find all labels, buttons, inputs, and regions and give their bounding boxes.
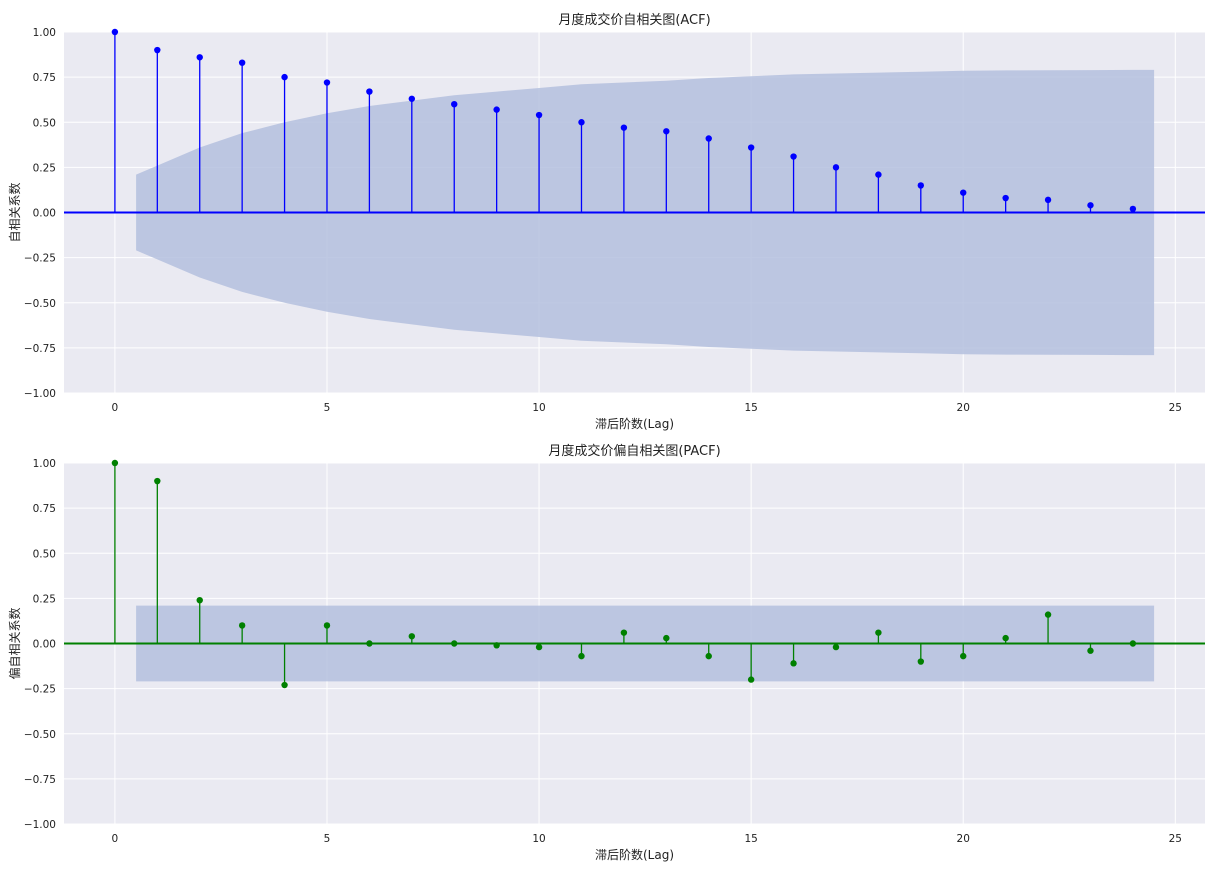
pacf-marker xyxy=(408,633,416,640)
pacf-marker xyxy=(705,652,712,660)
acf-marker xyxy=(663,128,670,135)
pacf-marker xyxy=(1044,611,1052,618)
acf-y-tick-label: −0.75 xyxy=(24,343,56,355)
acf-marker xyxy=(451,101,458,108)
pacf-marker xyxy=(196,596,203,604)
pacf-y-tick-label: 1.00 xyxy=(33,458,56,470)
acf-marker xyxy=(578,119,585,126)
pacf-marker xyxy=(535,643,543,651)
pacf-y-tick-label: −0.25 xyxy=(24,684,56,696)
acf-marker xyxy=(705,135,712,142)
acf-marker xyxy=(960,189,967,196)
pacf-marker xyxy=(620,629,628,636)
acf-marker xyxy=(238,59,246,66)
acf-chart-title: 月度成交价自相关图(ACF) xyxy=(558,12,710,28)
pacf-markers xyxy=(111,459,1137,689)
acf-marker xyxy=(535,111,543,119)
pacf-y-tick-label: −0.50 xyxy=(24,729,56,741)
pacf-y-ticks: 1.00 0.75 0.50 0.25 0.00 −0.25 −0.50 −0.75 −1.00 xyxy=(24,458,56,831)
pacf-marker xyxy=(875,629,882,636)
pacf-marker xyxy=(663,634,670,642)
pacf-marker xyxy=(281,681,288,689)
acf-x-tick-label: 15 xyxy=(744,402,757,414)
acf-y-tick-label: −0.50 xyxy=(24,298,56,310)
acf-y-tick-label: 1.00 xyxy=(33,27,56,39)
pacf-marker xyxy=(832,643,840,651)
pacf-stems xyxy=(114,463,1092,686)
pacf-y-axis-label: 偏自相关系数 xyxy=(7,607,22,679)
acf-marker xyxy=(832,164,840,171)
pacf-x-ticks: 0 5 10 15 20 25 xyxy=(112,833,1182,845)
acf-marker xyxy=(620,124,628,131)
pacf-y-tick-label: −1.00 xyxy=(24,819,56,831)
acf-x-axis-label: 滞后阶数(Lag) xyxy=(595,416,674,431)
acf-marker xyxy=(917,182,925,189)
acf-stems xyxy=(114,32,1134,213)
acf-marker xyxy=(196,54,203,61)
acf-marker xyxy=(281,73,288,81)
pacf-marker xyxy=(578,652,585,660)
acf-marker xyxy=(1087,202,1094,209)
acf-markers xyxy=(111,28,1137,213)
acf-marker xyxy=(154,46,161,54)
acf-marker xyxy=(1002,194,1009,202)
pacf-panel: 0 5 10 15 20 25 1.00 0.75 0.50 0.25 0.00 −0.25 −0.5… xyxy=(7,443,1205,862)
pacf-x-tick-label: 20 xyxy=(957,833,970,845)
acf-x-tick-label: 20 xyxy=(957,402,970,414)
pacf-x-axis-label: 滞后阶数(Lag) xyxy=(595,847,674,862)
acf-x-ticks: 0 5 10 15 20 25 xyxy=(112,402,1182,414)
pacf-marker xyxy=(1002,634,1009,642)
pacf-x-tick-label: 0 xyxy=(112,833,119,845)
pacf-marker xyxy=(111,459,119,467)
pacf-marker xyxy=(917,658,925,665)
pacf-y-tick-label: 0.75 xyxy=(33,503,56,515)
acf-marker xyxy=(875,171,882,178)
pacf-chart-title: 月度成交价偏自相关图(PACF) xyxy=(548,443,720,459)
pacf-y-tick-label: 0.25 xyxy=(33,593,56,605)
acf-y-tick-label: 0.50 xyxy=(33,117,56,129)
acf-x-tick-label: 0 xyxy=(112,402,119,414)
pacf-marker xyxy=(154,477,161,485)
acf-panel: 0 5 10 15 20 25 1.00 0.75 0.50 0.25 0.00 −0.25 −0.5… xyxy=(7,12,1205,431)
pacf-x-tick-label: 10 xyxy=(532,833,545,845)
pacf-marker xyxy=(790,660,797,667)
acf-y-tick-label: 0.25 xyxy=(33,162,56,174)
acf-marker xyxy=(790,153,797,160)
acf-marker xyxy=(1129,205,1137,213)
pacf-marker xyxy=(323,622,331,629)
acf-marker xyxy=(493,106,500,113)
pacf-y-tick-label: −0.75 xyxy=(24,774,56,786)
acf-marker xyxy=(408,95,416,102)
acf-marker xyxy=(747,144,755,151)
acf-x-tick-label: 25 xyxy=(1169,402,1182,414)
acf-y-tick-label: 0.75 xyxy=(33,72,56,84)
pacf-x-tick-label: 25 xyxy=(1169,833,1182,845)
acf-marker xyxy=(323,79,331,86)
pacf-y-tick-label: 0.50 xyxy=(33,548,56,560)
pacf-marker xyxy=(1129,640,1137,647)
pacf-marker xyxy=(238,622,246,629)
acf-marker xyxy=(111,28,119,36)
acf-marker xyxy=(366,88,373,95)
pacf-marker xyxy=(451,640,458,647)
pacf-marker xyxy=(747,676,755,683)
pacf-marker xyxy=(366,640,373,647)
pacf-marker xyxy=(493,642,500,649)
acf-x-tick-label: 5 xyxy=(324,402,331,414)
acf-marker xyxy=(1044,196,1052,204)
acf-y-tick-label: 0.00 xyxy=(33,208,56,220)
pacf-y-tick-label: 0.00 xyxy=(33,639,56,651)
pacf-marker xyxy=(960,652,967,660)
acf-y-tick-label: −0.25 xyxy=(24,253,56,265)
acf-y-tick-label: −1.00 xyxy=(24,388,56,400)
acf-y-ticks: 1.00 0.75 0.50 0.25 0.00 −0.25 −0.50 −0.75 −1.00 xyxy=(24,27,56,400)
acf-y-axis-label: 自相关系数 xyxy=(7,182,22,242)
acf-x-tick-label: 10 xyxy=(532,402,545,414)
pacf-marker xyxy=(1087,647,1094,654)
pacf-x-tick-label: 15 xyxy=(744,833,757,845)
pacf-x-tick-label: 5 xyxy=(324,833,331,845)
